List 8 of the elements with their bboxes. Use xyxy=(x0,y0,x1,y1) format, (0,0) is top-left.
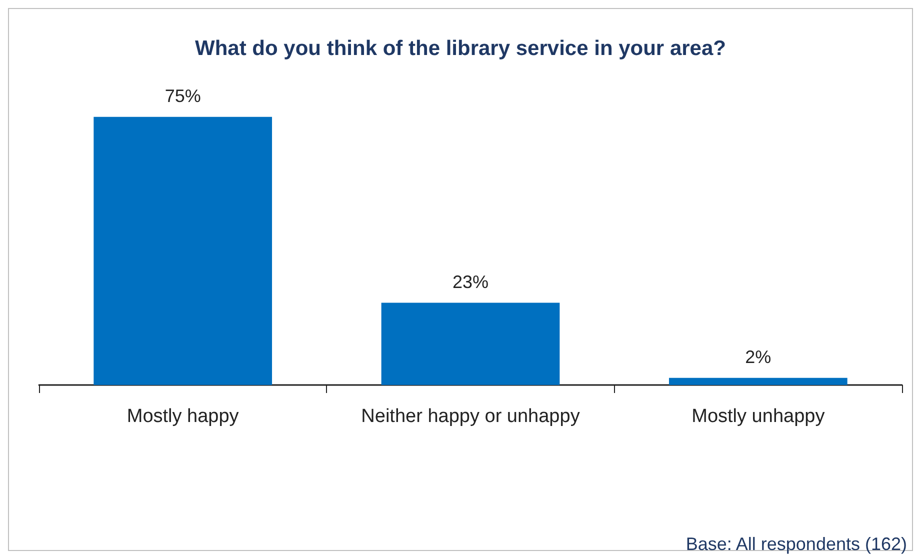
data-label: 2% xyxy=(745,346,772,367)
text: Base: All respondents (162) xyxy=(686,534,907,555)
chart-title: What do you think of the library service in your area? xyxy=(195,37,726,60)
x-tick-label: Neither happy or unhappy xyxy=(361,406,580,427)
data-label: 75% xyxy=(164,86,201,106)
x-tick-label: Mostly happy xyxy=(126,406,240,427)
x-tick-label: Mostly unhappy xyxy=(692,406,826,427)
data-label: 23% xyxy=(452,272,489,292)
